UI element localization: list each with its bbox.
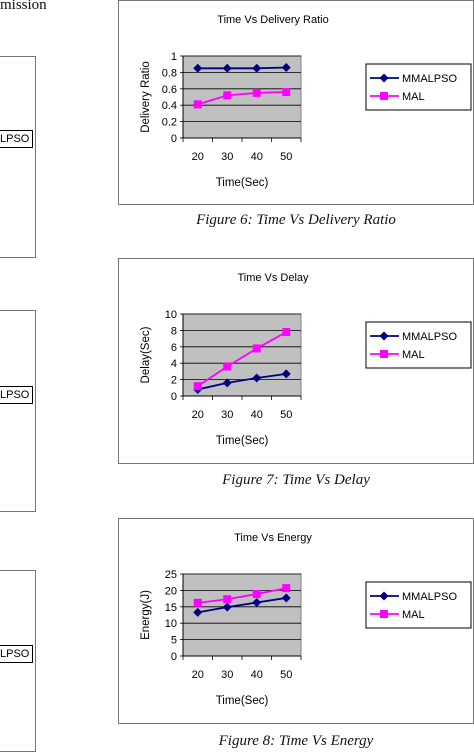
legend-marker [380, 610, 388, 618]
x-tick-label: 40 [251, 151, 263, 163]
y-tick-label: 15 [165, 602, 177, 614]
y-tick-label: 5 [171, 635, 177, 647]
series-line-mmalpso [197, 597, 287, 614]
legend-marker [380, 92, 388, 100]
x-axis-label: Time(Sec) [216, 177, 269, 189]
x-axis-label: Time(Sec) [216, 695, 269, 707]
chart-energy: Time Vs Energy 0 5 10 15 20 25 20 30 40 50 Time(Sec… [118, 518, 474, 724]
left-legend-fragment-1: LPSO [0, 130, 34, 148]
x-axis-label: Time(Sec) [216, 435, 269, 447]
x-tick-label: 30 [221, 669, 233, 681]
data-point-mal [193, 598, 202, 607]
y-tick-label: 0 [171, 651, 177, 663]
chart-delivery-ratio-svg: Time Vs Delivery Ratio 0 0.2 0.4 0.6 0.8 1 20 30… [140, 14, 472, 189]
data-point-mmalpso [252, 598, 262, 608]
legend-marker [379, 331, 389, 341]
data-point-mal [223, 362, 232, 371]
left-chart-fragment-2 [0, 310, 36, 512]
data-point-mmalpso [281, 593, 291, 603]
chart-delivery-ratio: Time Vs Delivery Ratio 0 0.2 0.4 0.6 0.8 1 20 30… [118, 0, 474, 205]
legend-label: MAL [402, 349, 425, 361]
x-tick-label: 20 [192, 151, 204, 163]
y-axis-label: Energy(J) [140, 590, 152, 640]
y-axis-label: Delivery Ratio [140, 61, 152, 133]
data-point-mmalpso [193, 63, 203, 73]
x-tick-label: 40 [251, 409, 263, 421]
top-left-text-fragment: mission [0, 0, 47, 13]
data-point-mmalpso [193, 607, 203, 617]
data-point-mmalpso [281, 369, 291, 379]
series-line-mmalpso [197, 372, 287, 391]
data-point-mmalpso [252, 63, 262, 73]
left-legend-fragment-2: LPSO [0, 386, 34, 404]
y-tick-label: 4 [171, 358, 177, 370]
legend-label: MAL [402, 91, 425, 103]
y-tick-label: 0.6 [162, 84, 177, 96]
legend-label: MMALPSO [402, 591, 457, 603]
y-tick-label: 6 [171, 342, 177, 354]
data-point-mal [252, 344, 261, 353]
chart-delay-svg: Time Vs Delay 0 2 4 6 8 10 20 30 40 50 Time(Sec) Del… [140, 272, 472, 447]
data-point-mal [193, 382, 202, 391]
x-tick-label: 50 [280, 669, 292, 681]
chart-title: Time Vs Energy [234, 532, 312, 544]
x-tick-label: 30 [221, 151, 233, 163]
data-point-mal [193, 100, 202, 109]
data-point-mal [223, 91, 232, 100]
data-point-mal [282, 88, 291, 97]
x-tick-label: 40 [251, 669, 263, 681]
figure-7-caption: Figure 7: Time Vs Delay [222, 472, 370, 488]
x-tick-label: 50 [280, 409, 292, 421]
data-point-mmalpso [222, 63, 232, 73]
y-tick-label: 0.4 [162, 100, 177, 112]
legend-box [365, 321, 472, 369]
data-point-mmalpso [281, 62, 291, 72]
chart-energy-svg: Time Vs Energy 0 5 10 15 20 25 20 30 40 50 Time(Sec… [140, 532, 472, 707]
y-tick-label: 20 [165, 585, 177, 597]
y-tick-label: 1 [171, 51, 177, 63]
x-tick-label: 30 [221, 409, 233, 421]
x-tick-label: 50 [280, 151, 292, 163]
legend-box [365, 63, 472, 111]
data-point-mal [282, 328, 291, 337]
y-axis-label: Delay(Sec) [140, 326, 152, 383]
plot-area [182, 55, 302, 139]
legend-label: MMALPSO [402, 331, 457, 343]
legend-marker [379, 591, 389, 601]
legend-label: MMALPSO [402, 73, 457, 85]
chart-delay: Time Vs Delay 0 2 4 6 8 10 20 30 40 50 Time(Sec) Del… [118, 258, 474, 464]
data-point-mmalpso [252, 373, 262, 383]
data-point-mmalpso [222, 602, 232, 612]
y-tick-label: 0.2 [162, 117, 177, 129]
left-legend-fragment-3: LPSO [0, 645, 34, 663]
legend-marker [379, 73, 389, 83]
series-line-mal [197, 587, 287, 604]
data-point-mal [252, 590, 261, 599]
y-tick-label: 0 [171, 133, 177, 145]
x-tick-label: 20 [192, 409, 204, 421]
series-line-mal [197, 331, 287, 387]
y-tick-label: 10 [165, 309, 177, 321]
data-point-mal [223, 595, 232, 604]
y-tick-label: 0 [171, 391, 177, 403]
legend-label: MAL [402, 609, 425, 621]
data-point-mmalpso [222, 378, 232, 388]
series-line-mal [197, 91, 287, 106]
figure-8-caption: Figure 8: Time Vs Energy [218, 733, 374, 749]
figure-6-caption: Figure 6: Time Vs Delivery Ratio [196, 212, 396, 228]
legend-box [365, 581, 472, 629]
legend-marker [380, 350, 388, 358]
y-tick-label: 25 [165, 569, 177, 581]
chart-title: Time Vs Delay [237, 272, 309, 284]
data-point-mal [252, 88, 261, 97]
y-tick-label: 8 [171, 325, 177, 337]
x-tick-label: 20 [192, 669, 204, 681]
y-tick-label: 2 [171, 375, 177, 387]
data-point-mal [282, 584, 291, 593]
y-tick-label: 0.8 [162, 67, 177, 79]
left-chart-fragment-1 [0, 56, 36, 258]
series-line-mmalpso [197, 66, 287, 70]
y-tick-label: 10 [165, 618, 177, 630]
chart-title: Time Vs Delivery Ratio [217, 14, 328, 26]
